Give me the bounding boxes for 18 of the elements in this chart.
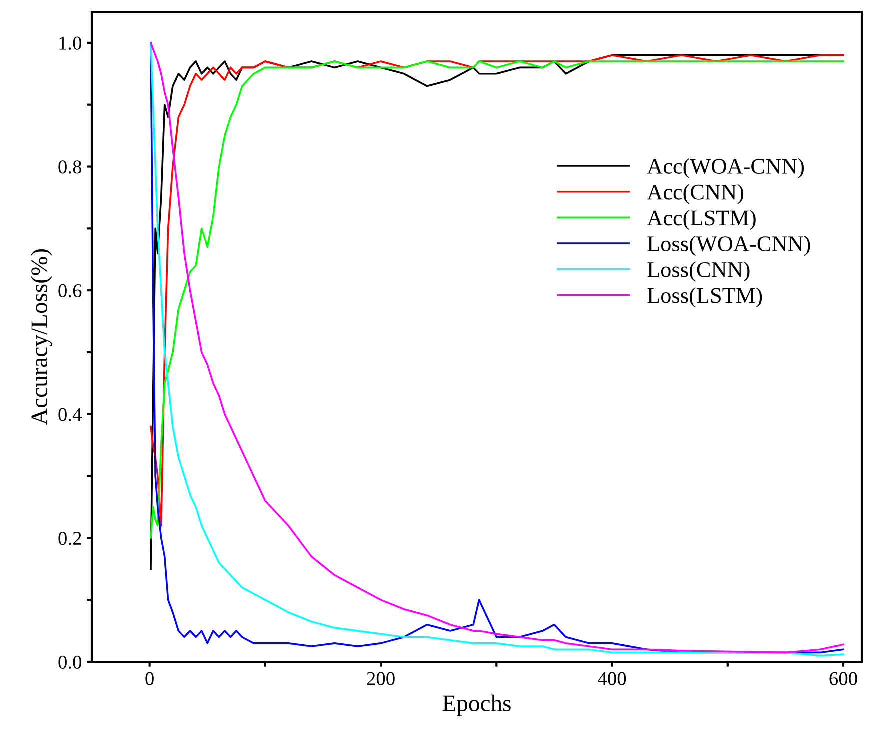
- y-tick-label: 0.8: [58, 160, 82, 174]
- y-axis-title: Accuracy/Loss(%): [30, 250, 52, 426]
- x-tick-label: 200: [367, 672, 395, 686]
- legend-label: Loss(CNN): [648, 262, 750, 282]
- x-tick-label: 400: [598, 672, 626, 686]
- legend-label: Acc(CNN): [647, 184, 744, 204]
- y-tick-label: 0.6: [58, 284, 82, 298]
- y-tick-label: 1.0: [60, 36, 82, 50]
- x-tick-label: 600: [830, 672, 858, 686]
- x-axis-title: Epochs: [442, 694, 511, 716]
- text: 0.0: [58, 656, 82, 670]
- y-tick-label: 0.4: [58, 408, 82, 422]
- legend-label: Loss(WOA-CNN): [648, 236, 810, 256]
- y-tick-label: 0.2: [58, 532, 82, 546]
- legend-label: Acc(WOA-CNN): [647, 158, 804, 179]
- legend-label: Acc(LSTM): [647, 210, 756, 230]
- x-tick-label: 0: [146, 672, 154, 686]
- legend-label: Loss(LSTM): [648, 288, 762, 308]
